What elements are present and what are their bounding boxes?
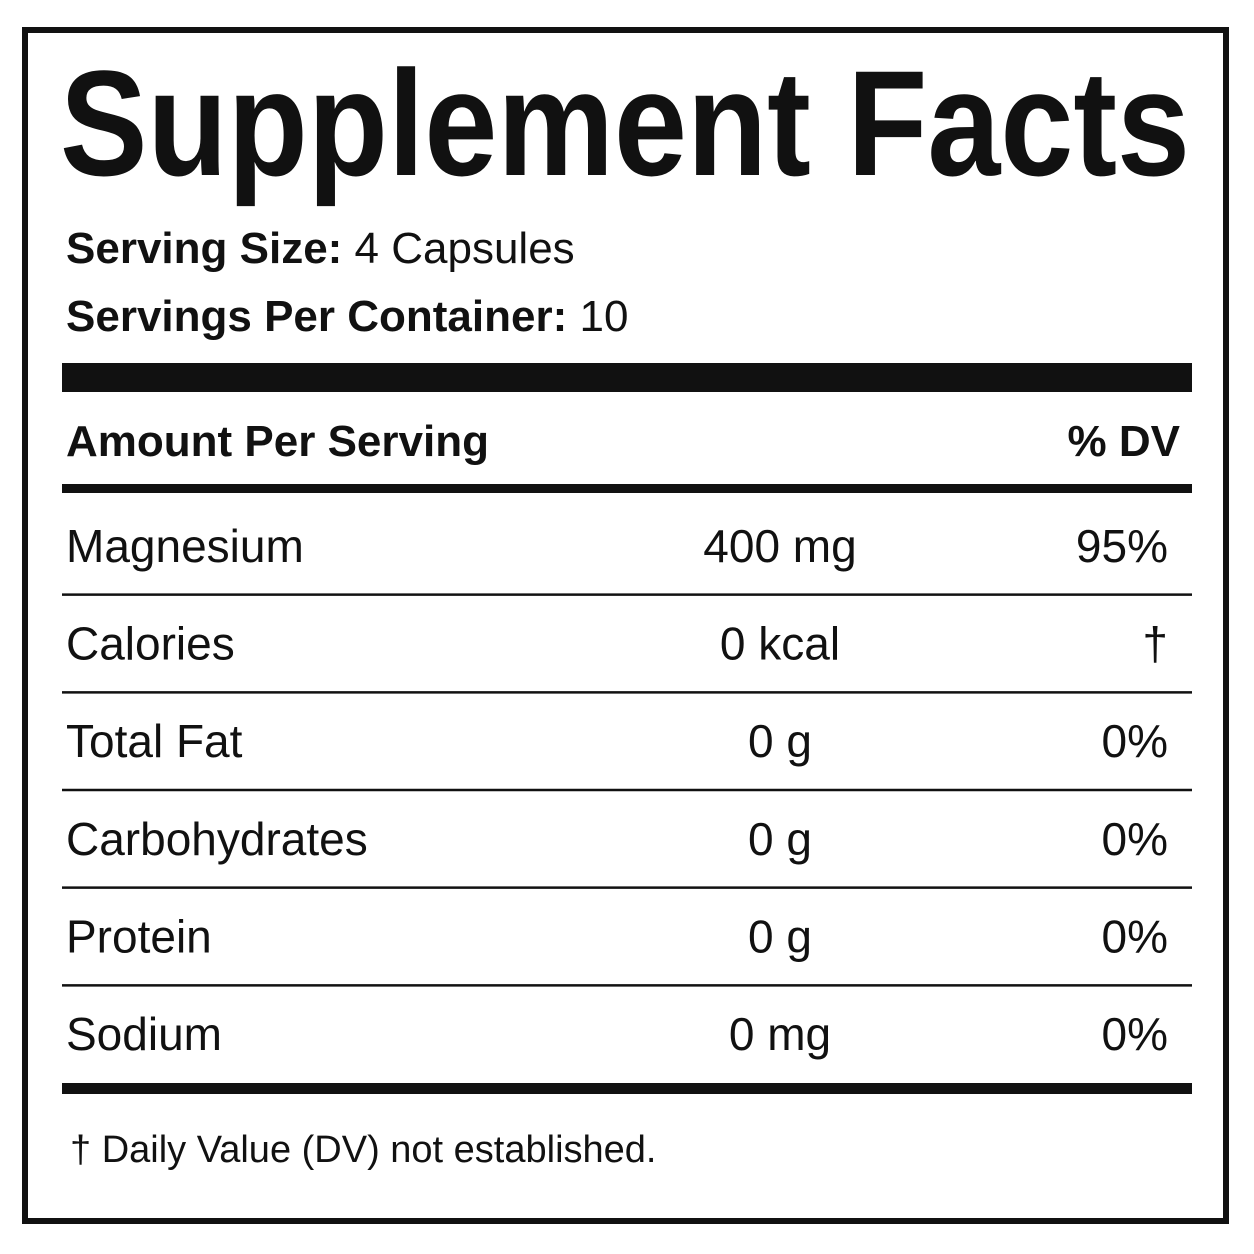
nutrient-name: Protein [66,911,212,963]
nutrient-dv: 0% [1102,1008,1168,1060]
footnote: † Daily Value (DV) not established. [70,1129,656,1171]
thick-rule [62,363,1192,392]
nutrient-amount: 0 kcal [720,618,840,670]
nutrient-dv: 0% [1102,911,1168,963]
label-border [22,27,1229,1224]
serving-label: Serving Size: [66,224,342,273]
nutrient-amount: 0 g [748,715,812,767]
serving-size: Serving Size: 4 Capsules [66,224,575,273]
nutrient-dv: 0% [1102,813,1168,865]
nutrient-dv: † [1142,618,1168,670]
nutrient-dv: 0% [1102,715,1168,767]
nutrient-name: Calories [66,618,235,670]
nutrient-amount: 0 g [748,813,812,865]
serving-value: 10 [580,292,629,341]
bottom-rule [62,1083,1192,1094]
nutrient-amount: 0 g [748,911,812,963]
header-rule [62,484,1192,493]
nutrient-name: Total Fat [66,715,243,767]
nutrient-name: Magnesium [66,520,304,572]
nutrient-dv: 95% [1076,520,1168,572]
servings-per-container: Servings Per Container: 10 [66,292,628,341]
rows: Magnesium 400 mg 95% Calories 0 kcal † Total F… [62,520,1192,1060]
title: Supplement Facts [60,39,1190,207]
nutrient-amount: 400 mg [703,520,856,572]
nutrient-name: Carbohydrates [66,813,368,865]
serving-value: 4 Capsules [355,224,575,273]
column-header: Amount Per Serving [66,417,489,466]
column-header: % DV [1068,417,1181,466]
nutrient-amount: 0 mg [729,1008,831,1060]
serving-label: Servings Per Container: [66,292,567,341]
nutrient-name: Sodium [66,1008,222,1060]
